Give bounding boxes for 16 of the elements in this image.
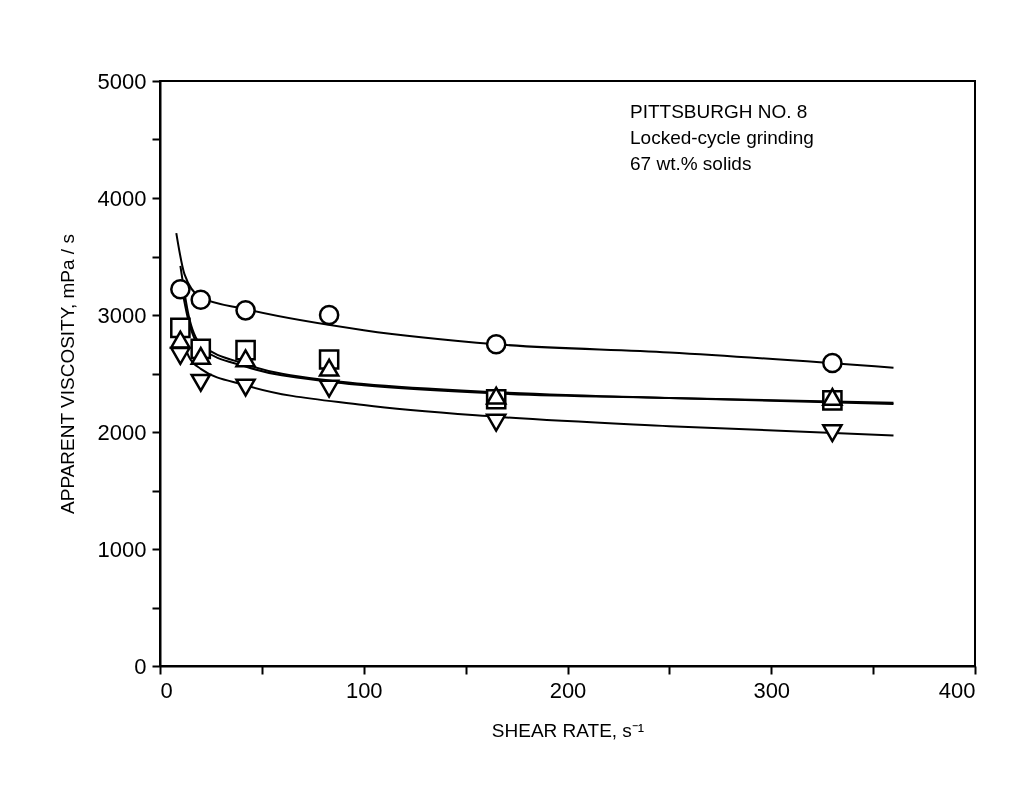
y-tick-label: 4000 — [97, 185, 147, 211]
x-tick-label: 100 — [345, 677, 383, 703]
x-tick-label: 0 — [160, 677, 173, 703]
annotation: PITTSBURGH NO. 8 — [630, 101, 808, 122]
y-tick-label: 1000 — [97, 536, 147, 562]
y-axis-title: APPARENT VISCOSITY, mPa / s — [56, 234, 78, 514]
y-tick-label: 5000 — [97, 68, 147, 94]
x-tick-label: 200 — [549, 677, 587, 703]
y-tick-label: 0 — [134, 653, 147, 679]
annotation: Locked-cycle grinding — [630, 127, 814, 148]
x-tick-label: 300 — [753, 677, 791, 703]
x-tick-label: 400 — [938, 677, 976, 703]
y-tick-label: 3000 — [97, 302, 147, 328]
x-axis-title: SHEAR RATE, s⁻¹ — [491, 719, 645, 741]
annotation: 67 wt.% solids — [630, 153, 752, 174]
y-tick-label: 2000 — [97, 419, 147, 445]
